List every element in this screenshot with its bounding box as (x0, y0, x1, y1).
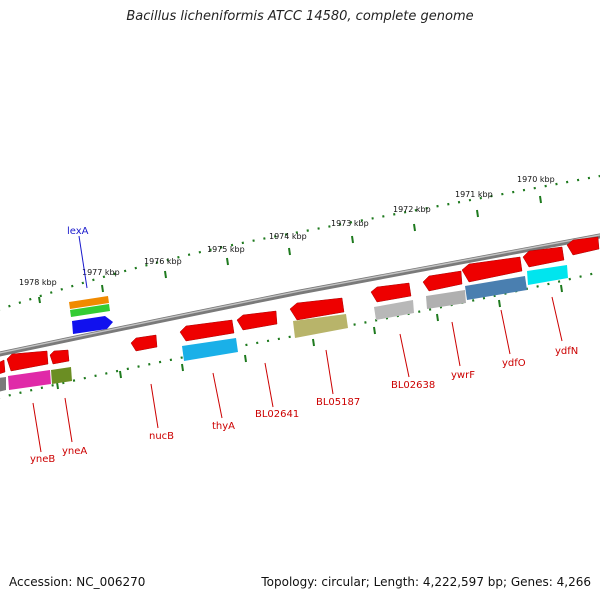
gene-label-BL02641: BL02641 (255, 409, 299, 420)
BL05187-leader (325, 349, 334, 395)
gene-label-BL05187: BL05187 (316, 397, 360, 408)
tick-1972 (413, 223, 416, 232)
genome-title: Bacillus licheniformis ATCC 14580, compl… (126, 9, 474, 24)
cds-arrow (130, 334, 158, 352)
BL02638-leader (399, 333, 410, 378)
tick-1973 (351, 235, 354, 244)
olive-block (51, 367, 72, 384)
outer-scale-ring (0, 174, 600, 311)
inner-tick-7 (436, 313, 439, 322)
khaki-block (293, 314, 348, 338)
cds-arrow (422, 270, 463, 292)
cds-arrow (179, 319, 235, 342)
tick-1971 (476, 209, 479, 218)
inner-kbp-ticks (56, 284, 563, 390)
lexA-orange-block (69, 296, 109, 309)
nucB-leader (150, 383, 159, 429)
gene-label-thyA: thyA (212, 421, 235, 432)
cds-arrow (522, 246, 565, 268)
ydfN-cyan-block (527, 265, 568, 285)
lexA-blue-arrow (72, 316, 113, 334)
scale-label-1972: 1972 kbp (393, 205, 431, 214)
outer-cds-features (0, 236, 600, 374)
yneB-leader (32, 402, 42, 453)
thyA-leader (212, 372, 223, 419)
lexA-leader (78, 235, 88, 289)
scale-label-1977: 1977 kbp (82, 268, 120, 277)
tick-1976 (164, 270, 167, 279)
cds-arrow (461, 256, 523, 283)
annotation-blocks (0, 265, 568, 392)
gene-label-lexA: lexA (67, 226, 89, 237)
outer-kbp-ticks (38, 195, 542, 304)
topology-text: Topology: circular; Length: 4,222,597 bp… (261, 575, 591, 589)
inner-tick-5 (312, 338, 315, 347)
tick-1970 (539, 195, 542, 204)
cds-arrow (236, 310, 278, 331)
tick-1977 (101, 284, 104, 293)
genome-backbone (0, 233, 600, 357)
ywrF-leader (451, 321, 461, 367)
lexA-green-block (70, 304, 110, 317)
inner-tick-9 (560, 284, 563, 293)
scale-label-1974: 1974 kbp (269, 232, 307, 241)
cds-arrow (0, 359, 6, 374)
scale-label-1978: 1978 kbp (19, 278, 57, 287)
gene-label-ydfO: ydfO (502, 358, 526, 369)
thyA-cyan-block (182, 338, 238, 361)
cds-arrow (566, 236, 600, 256)
gene-label-BL02638: BL02638 (391, 380, 435, 391)
yneA-leader (64, 397, 73, 443)
scale-label-1975: 1975 kbp (207, 245, 245, 254)
scale-label-1970: 1970 kbp (517, 175, 555, 184)
tick-1974 (288, 247, 291, 256)
tick-1978 (38, 296, 41, 304)
inner-tick-8 (498, 299, 501, 308)
genome-backbone-highlight (0, 234, 600, 354)
gene-label-yneB: yneB (30, 454, 55, 465)
inner-tick-3 (181, 363, 184, 372)
cds-arrow (289, 297, 345, 321)
gene-label-nucB: nucB (149, 431, 174, 442)
grey-block-2 (426, 290, 466, 309)
inner-tick-4 (244, 354, 247, 363)
light-grey-block (374, 300, 414, 320)
gene-label-yneA: yneA (62, 446, 87, 457)
grey-block (0, 377, 6, 392)
inner-tick-6 (373, 326, 376, 335)
BL02641-leader (264, 362, 274, 408)
ydfO-leader (500, 309, 511, 355)
gene-label-ywrF: ywrF (451, 370, 475, 381)
scale-label-1973: 1973 kbp (331, 219, 369, 228)
cds-arrow (49, 349, 70, 365)
cds-arrow (370, 282, 412, 303)
accession-text: Accession: NC_006270 (9, 575, 146, 589)
cds-arrow (6, 350, 49, 372)
label-leaders (32, 235, 563, 453)
gene-label-ydfN: ydfN (555, 346, 578, 357)
tick-1975 (226, 257, 229, 266)
ydfN-leader (551, 296, 563, 342)
scale-label-1971: 1971 kbp (455, 190, 493, 199)
inner-tick-2 (119, 370, 122, 379)
steelblue-block (465, 276, 527, 300)
scale-label-1976: 1976 kbp (144, 257, 182, 266)
magenta-block (8, 370, 51, 390)
